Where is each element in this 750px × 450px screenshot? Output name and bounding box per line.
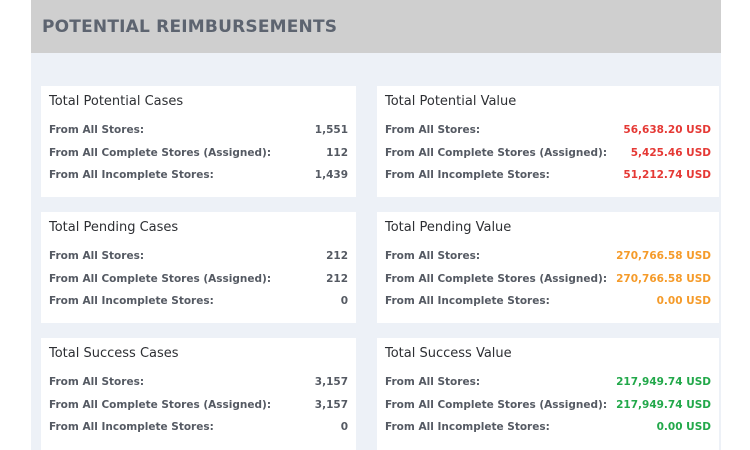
card-title: Total Pending Value: [385, 220, 512, 235]
stat-label: From All Complete Stores (Assigned):: [385, 147, 608, 159]
stat-label: From All Incomplete Stores:: [49, 421, 214, 433]
stat-value: 3,157: [314, 399, 348, 411]
stat-row-incomplete-stores: From All Incomplete Stores: 0.00 USD: [385, 419, 711, 435]
card-title: Total Success Value: [385, 346, 512, 361]
pending-cases-card: Total Pending Cases From All Stores: 212…: [41, 212, 356, 323]
reimbursements-panel: POTENTIAL REIMBURSEMENTS Total Potential…: [31, 0, 721, 450]
stat-label: From All Stores:: [385, 124, 481, 136]
stat-value: 0: [340, 421, 348, 433]
stat-value: 0.00 USD: [656, 421, 711, 433]
card-title: Total Pending Cases: [49, 220, 179, 235]
stats-grid: Total Potential Cases From All Stores: 1…: [31, 53, 721, 450]
stat-value: 217,949.74 USD: [616, 399, 711, 411]
stat-row-incomplete-stores: From All Incomplete Stores: 0: [49, 419, 348, 435]
stat-label: From All Stores:: [385, 376, 481, 388]
card-title: Total Potential Value: [385, 94, 517, 109]
stat-value: 51,212.74 USD: [623, 169, 711, 181]
stat-label: From All Complete Stores (Assigned):: [49, 273, 272, 285]
stat-row-all-stores: From All Stores: 56,638.20 USD: [385, 122, 711, 138]
stat-row-complete-stores: From All Complete Stores (Assigned): 270…: [385, 271, 711, 287]
stat-value: 0.00 USD: [656, 295, 711, 307]
card-title: Total Success Cases: [49, 346, 179, 361]
stat-label: From All Stores:: [385, 250, 481, 262]
stat-label: From All Complete Stores (Assigned):: [49, 399, 272, 411]
pending-value-card: Total Pending Value From All Stores: 270…: [377, 212, 719, 323]
stat-value: 270,766.58 USD: [616, 250, 711, 262]
stat-value: 56,638.20 USD: [623, 124, 711, 136]
stat-row-complete-stores: From All Complete Stores (Assigned): 212: [49, 271, 348, 287]
success-cases-card: Total Success Cases From All Stores: 3,1…: [41, 338, 356, 450]
potential-cases-card: Total Potential Cases From All Stores: 1…: [41, 86, 356, 197]
stat-value: 1,551: [314, 124, 348, 136]
stat-value: 1,439: [314, 169, 348, 181]
stat-row-incomplete-stores: From All Incomplete Stores: 0.00 USD: [385, 293, 711, 309]
stat-label: From All Incomplete Stores:: [49, 295, 214, 307]
stat-value: 217,949.74 USD: [616, 376, 711, 388]
stat-row-all-stores: From All Stores: 270,766.58 USD: [385, 248, 711, 264]
stat-value: 270,766.58 USD: [616, 273, 711, 285]
stat-row-incomplete-stores: From All Incomplete Stores: 0: [49, 293, 348, 309]
stat-label: From All Complete Stores (Assigned):: [385, 273, 608, 285]
stat-row-all-stores: From All Stores: 3,157: [49, 374, 348, 390]
stat-label: From All Incomplete Stores:: [385, 421, 550, 433]
success-value-card: Total Success Value From All Stores: 217…: [377, 338, 719, 450]
stat-row-complete-stores: From All Complete Stores (Assigned): 217…: [385, 397, 711, 413]
stat-label: From All Complete Stores (Assigned):: [49, 147, 272, 159]
stat-value: 212: [326, 250, 348, 262]
stat-row-incomplete-stores: From All Incomplete Stores: 1,439: [49, 167, 348, 183]
stat-label: From All Incomplete Stores:: [385, 295, 550, 307]
stat-value: 112: [326, 147, 348, 159]
stat-row-all-stores: From All Stores: 1,551: [49, 122, 348, 138]
stat-label: From All Incomplete Stores:: [385, 169, 550, 181]
stat-label: From All Stores:: [49, 124, 145, 136]
stat-value: 3,157: [314, 376, 348, 388]
stat-row-all-stores: From All Stores: 217,949.74 USD: [385, 374, 711, 390]
stat-value: 5,425.46 USD: [630, 147, 711, 159]
stat-label: From All Stores:: [49, 376, 145, 388]
stat-value: 212: [326, 273, 348, 285]
panel-title: POTENTIAL REIMBURSEMENTS: [42, 16, 338, 37]
card-title: Total Potential Cases: [49, 94, 184, 109]
stat-label: From All Complete Stores (Assigned):: [385, 399, 608, 411]
stat-row-all-stores: From All Stores: 212: [49, 248, 348, 264]
potential-value-card: Total Potential Value From All Stores: 5…: [377, 86, 719, 197]
stat-row-complete-stores: From All Complete Stores (Assigned): 3,1…: [49, 397, 348, 413]
stat-value: 0: [340, 295, 348, 307]
panel-header: POTENTIAL REIMBURSEMENTS: [31, 0, 721, 53]
stat-label: From All Stores:: [49, 250, 145, 262]
stat-row-complete-stores: From All Complete Stores (Assigned): 5,4…: [385, 145, 711, 161]
stat-row-incomplete-stores: From All Incomplete Stores: 51,212.74 US…: [385, 167, 711, 183]
stat-label: From All Incomplete Stores:: [49, 169, 214, 181]
stat-row-complete-stores: From All Complete Stores (Assigned): 112: [49, 145, 348, 161]
